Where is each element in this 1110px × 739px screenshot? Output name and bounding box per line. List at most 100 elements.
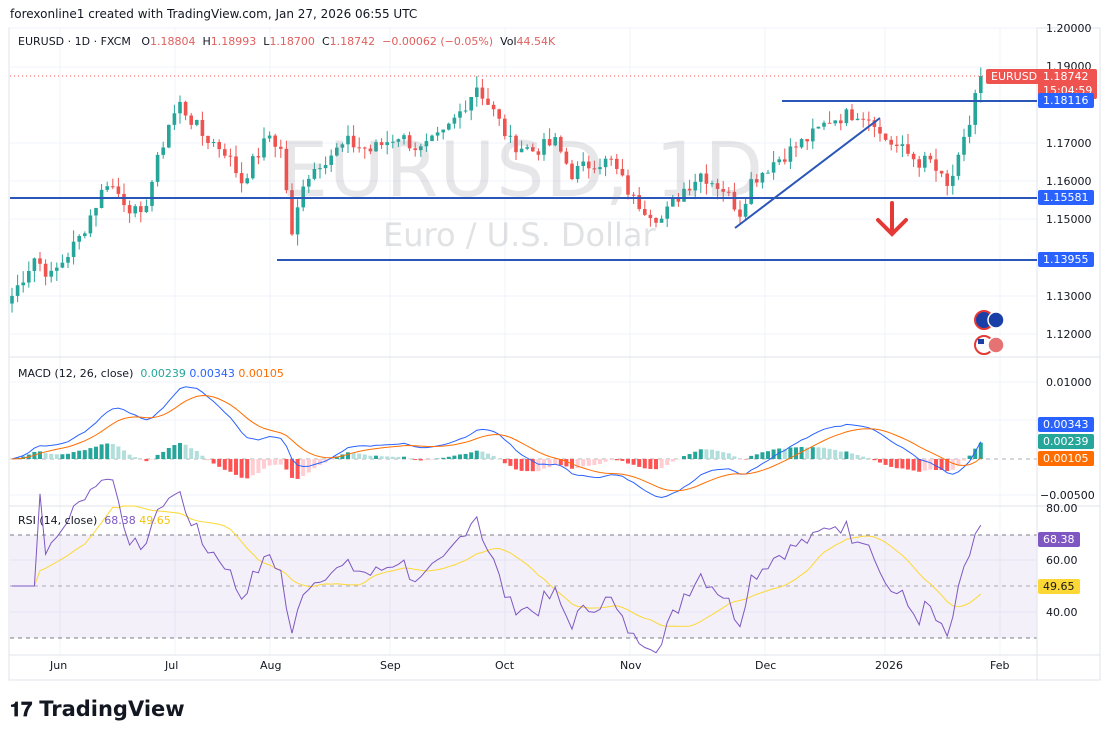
macd-histogram-bar	[883, 459, 888, 465]
macd-histogram-bar	[805, 447, 810, 459]
macd-histogram-bar	[463, 453, 468, 459]
macd-histogram-bar	[334, 456, 339, 459]
candle-body	[766, 172, 770, 174]
candle-body	[979, 76, 983, 94]
candle-body	[587, 161, 591, 169]
candle-body	[447, 123, 451, 130]
macd-histogram-bar	[390, 456, 395, 459]
candle-body	[743, 203, 748, 217]
macd-histogram-bar	[822, 447, 826, 459]
macd-tag: 0.00343	[1038, 417, 1094, 432]
macd-histogram-bar	[508, 459, 513, 466]
rsi-value: 68.38	[104, 514, 136, 527]
candle-body	[598, 167, 602, 170]
candle-body	[486, 98, 490, 105]
macd-histogram-bar	[693, 451, 698, 459]
candle-body	[480, 87, 485, 99]
macd-histogram-bar	[183, 444, 188, 459]
trendline[interactable]	[734, 117, 881, 229]
time-tick: Aug	[260, 659, 282, 672]
macd-histogram-bar	[592, 459, 597, 466]
candle-body	[592, 168, 597, 170]
logo-text: TradingView	[39, 697, 185, 721]
macd-histogram-bar	[234, 459, 238, 475]
macd-histogram-bar	[850, 453, 854, 459]
support-lower-price-tag: 1.13955	[1038, 252, 1094, 267]
candle-body	[290, 190, 294, 235]
macd-histogram-bar	[245, 459, 250, 479]
candle-body	[122, 193, 126, 206]
candle-body	[771, 162, 776, 173]
macd-histogram-bar	[631, 459, 636, 465]
candle-body	[77, 235, 81, 242]
chart-credit: forexonline1 created with TradingView.co…	[10, 7, 418, 21]
macd-histogram-bar	[469, 452, 474, 459]
candle-body	[217, 142, 221, 150]
candle-body	[693, 181, 697, 191]
macd-histogram-bar	[654, 459, 658, 470]
candle-body	[83, 233, 87, 236]
rsi-legend[interactable]: RSI (14, close) 68.38 49.65	[18, 514, 171, 527]
macd-histogram-bar	[178, 442, 182, 459]
candle-body	[15, 285, 20, 296]
rsi-tick: 60.00	[1046, 554, 1078, 567]
candle-body	[279, 146, 283, 149]
macd-histogram-bar	[838, 451, 843, 459]
candle-body	[391, 141, 395, 143]
macd-histogram-bar	[284, 459, 289, 470]
candle-body	[329, 155, 333, 165]
last-price: 1.18742	[1043, 70, 1089, 83]
candle-body	[396, 139, 401, 142]
macd-histogram-bar	[670, 459, 675, 462]
candle-body	[553, 137, 557, 146]
macd-histogram-bar	[788, 447, 793, 459]
ohlc-legend: EURUSD · 1D · FXCM O1.18804 H1.18993 L1.…	[18, 35, 555, 48]
macd-histogram-bar	[446, 456, 451, 459]
candle-body	[155, 154, 160, 182]
candle-body	[503, 118, 507, 137]
macd-histogram-bar	[99, 444, 104, 459]
macd-histogram-bar	[586, 459, 591, 466]
low-label: L	[263, 35, 270, 48]
macd-histogram-bar	[66, 453, 70, 459]
macd-histogram-bar	[866, 458, 871, 459]
candle-body	[161, 147, 165, 155]
macd-histogram-bar	[603, 459, 608, 462]
candle-body	[575, 165, 580, 180]
macd-histogram-bar	[878, 459, 882, 463]
macd-histogram-bar	[799, 446, 804, 459]
macd-histogram-bar	[614, 459, 619, 461]
candle-body	[262, 138, 266, 158]
macd-histogram-bar	[110, 444, 115, 459]
down-arrow-icon	[876, 201, 908, 237]
macd-histogram-bar	[262, 459, 266, 469]
candle-body	[66, 256, 70, 263]
tradingview-logo[interactable]: 𝟏𝟕 TradingView	[10, 697, 185, 721]
macd-histogram-bar	[626, 459, 630, 464]
macd-histogram-bar	[88, 448, 93, 459]
macd-histogram-bar	[402, 456, 406, 459]
macd-histogram-bar	[43, 453, 48, 459]
macd-histogram-bar	[978, 442, 983, 459]
macd-histogram-bar	[458, 454, 462, 459]
candle-body	[906, 144, 910, 154]
candle-body	[525, 147, 529, 149]
candle-body	[531, 147, 535, 152]
candle-body	[245, 178, 249, 184]
price-tick: 1.12000	[1046, 328, 1092, 341]
macd-histogram-bar	[340, 454, 345, 459]
macd-histogram-bar	[502, 459, 507, 464]
candle-body	[923, 155, 927, 168]
price-tick: 1.15000	[1046, 213, 1092, 226]
candle-body	[917, 159, 921, 168]
macd-legend[interactable]: MACD (12, 26, close) 0.00239 0.00343 0.0…	[18, 367, 284, 380]
macd-histogram-bar	[256, 459, 261, 474]
candle-body	[839, 120, 843, 124]
macd-tick: −0.00500	[1040, 489, 1095, 502]
volume-label: Vol	[500, 35, 517, 48]
candle-body	[827, 122, 832, 124]
candle-body	[872, 120, 877, 127]
macd-histogram-bar	[732, 456, 737, 459]
symbol-label[interactable]: EURUSD · 1D · FXCM	[18, 35, 131, 48]
